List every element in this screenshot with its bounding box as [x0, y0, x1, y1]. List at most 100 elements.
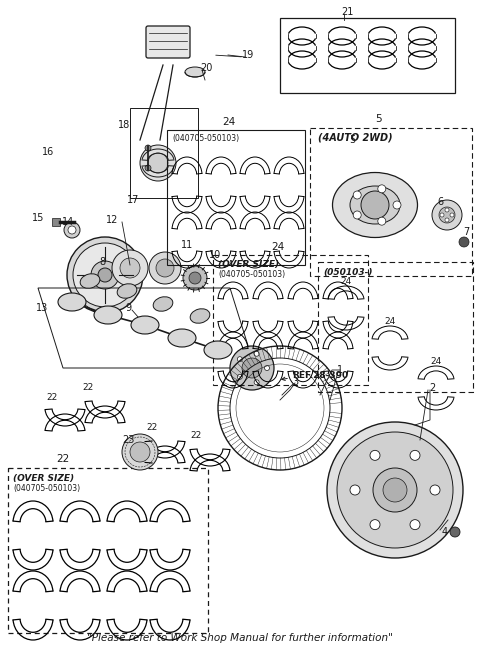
Circle shape [122, 434, 158, 470]
Circle shape [445, 218, 449, 222]
Circle shape [459, 237, 469, 247]
Ellipse shape [58, 293, 86, 311]
Circle shape [410, 520, 420, 529]
Circle shape [67, 237, 143, 313]
Circle shape [145, 165, 151, 171]
Text: 11: 11 [181, 240, 193, 250]
Circle shape [140, 145, 176, 181]
FancyBboxPatch shape [146, 26, 190, 58]
Text: 10: 10 [209, 250, 221, 260]
Text: 5: 5 [375, 114, 381, 124]
Circle shape [68, 226, 76, 234]
Ellipse shape [80, 274, 100, 288]
Circle shape [373, 468, 417, 512]
Circle shape [353, 211, 361, 219]
Circle shape [370, 451, 380, 460]
Text: 22: 22 [191, 432, 202, 441]
Text: 24: 24 [340, 278, 352, 286]
Text: 19: 19 [242, 50, 254, 60]
Bar [8, 468, 208, 633]
Ellipse shape [350, 186, 400, 224]
Text: 18: 18 [118, 120, 130, 130]
Text: (OVER SIZE): (OVER SIZE) [218, 259, 279, 269]
Text: 5: 5 [349, 135, 355, 145]
Text: 15: 15 [32, 213, 44, 223]
Circle shape [145, 145, 151, 151]
Text: 22: 22 [146, 424, 157, 432]
Circle shape [91, 261, 119, 289]
Circle shape [189, 272, 201, 284]
Circle shape [242, 358, 262, 378]
Circle shape [378, 185, 386, 193]
Text: 23: 23 [122, 435, 134, 445]
Circle shape [254, 379, 259, 385]
Circle shape [393, 201, 401, 209]
Circle shape [450, 213, 454, 217]
Circle shape [148, 153, 168, 173]
Text: 2: 2 [429, 383, 435, 393]
Ellipse shape [190, 309, 210, 323]
Text: 12: 12 [106, 215, 118, 225]
Text: 22: 22 [83, 383, 94, 393]
Circle shape [327, 422, 463, 558]
Circle shape [64, 222, 80, 238]
Text: 24: 24 [384, 318, 396, 327]
Circle shape [264, 366, 269, 370]
Text: (OVER SIZE): (OVER SIZE) [13, 473, 74, 482]
Text: 22: 22 [56, 454, 70, 464]
Text: 4: 4 [442, 527, 448, 537]
Circle shape [378, 217, 386, 225]
Text: (040705-050103): (040705-050103) [172, 134, 239, 143]
Circle shape [430, 485, 440, 495]
Text: (040705-050103): (040705-050103) [218, 271, 285, 280]
Ellipse shape [333, 173, 418, 237]
Circle shape [73, 243, 137, 307]
Ellipse shape [204, 341, 232, 359]
Bar [318, 262, 473, 392]
Circle shape [337, 432, 453, 548]
Circle shape [361, 191, 389, 219]
Text: 21: 21 [341, 7, 353, 17]
Text: 13: 13 [36, 303, 48, 313]
Circle shape [238, 357, 242, 362]
Ellipse shape [94, 306, 122, 324]
Bar [310, 128, 472, 276]
Text: 17: 17 [127, 195, 139, 205]
Text: 24: 24 [431, 357, 442, 366]
Text: 6: 6 [437, 197, 443, 207]
Text: (4AUTO 2WD): (4AUTO 2WD) [318, 133, 393, 143]
Circle shape [410, 451, 420, 460]
Ellipse shape [185, 67, 205, 77]
Text: 20: 20 [200, 63, 212, 73]
Circle shape [112, 250, 148, 286]
Text: 3: 3 [292, 377, 298, 387]
Text: 7: 7 [463, 227, 469, 237]
Text: 9: 9 [125, 303, 131, 313]
Circle shape [156, 259, 174, 277]
Circle shape [432, 200, 462, 230]
Circle shape [439, 207, 455, 223]
Text: "Please refer to Work Shop Manual for further information": "Please refer to Work Shop Manual for fu… [87, 633, 393, 643]
Circle shape [183, 266, 207, 290]
Circle shape [383, 478, 407, 502]
Text: 1: 1 [337, 365, 343, 375]
Text: (040705-050103): (040705-050103) [13, 484, 80, 494]
Circle shape [450, 527, 460, 537]
Circle shape [130, 442, 150, 462]
Ellipse shape [131, 316, 159, 334]
Text: REF.28-390: REF.28-390 [292, 370, 348, 379]
Circle shape [350, 485, 360, 495]
Ellipse shape [168, 329, 196, 347]
Circle shape [440, 213, 444, 217]
Ellipse shape [153, 297, 173, 311]
Text: (050103-): (050103-) [323, 267, 372, 276]
Circle shape [120, 258, 140, 278]
Circle shape [230, 346, 274, 390]
Bar [130, 108, 198, 198]
Bar [280, 18, 455, 93]
Text: 24: 24 [222, 117, 236, 127]
Ellipse shape [117, 284, 137, 298]
Bar [167, 130, 305, 265]
Circle shape [238, 374, 242, 379]
Text: 22: 22 [47, 394, 58, 402]
